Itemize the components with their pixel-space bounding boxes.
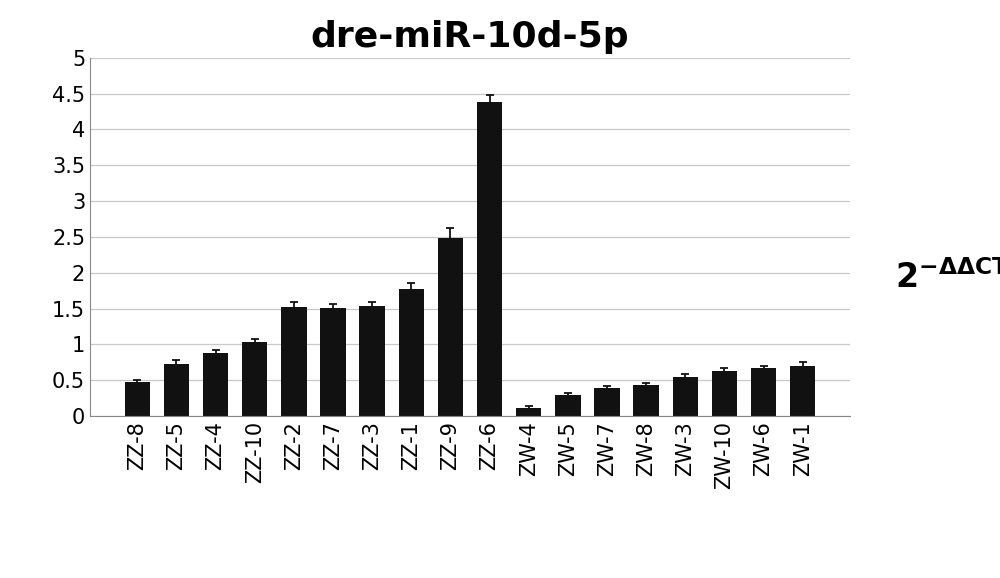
Bar [712,371,737,416]
Bar [242,342,267,416]
Bar [790,366,815,416]
Bar [673,377,698,416]
Bar [751,368,776,416]
Bar [125,383,150,416]
Text: $\mathbf{2^{-\Delta\Delta CT}}$: $\mathbf{2^{-\Delta\Delta CT}}$ [895,260,1000,295]
Bar [359,306,385,416]
Bar [516,407,541,416]
Bar [281,307,307,416]
Bar [399,288,424,416]
Title: dre-miR-10d-5p: dre-miR-10d-5p [311,20,629,54]
Bar [477,102,502,416]
Bar [594,388,620,416]
Bar [164,364,189,416]
Bar [320,308,346,416]
Bar [633,386,659,416]
Bar [203,353,228,416]
Bar [438,238,463,416]
Bar [555,395,581,416]
